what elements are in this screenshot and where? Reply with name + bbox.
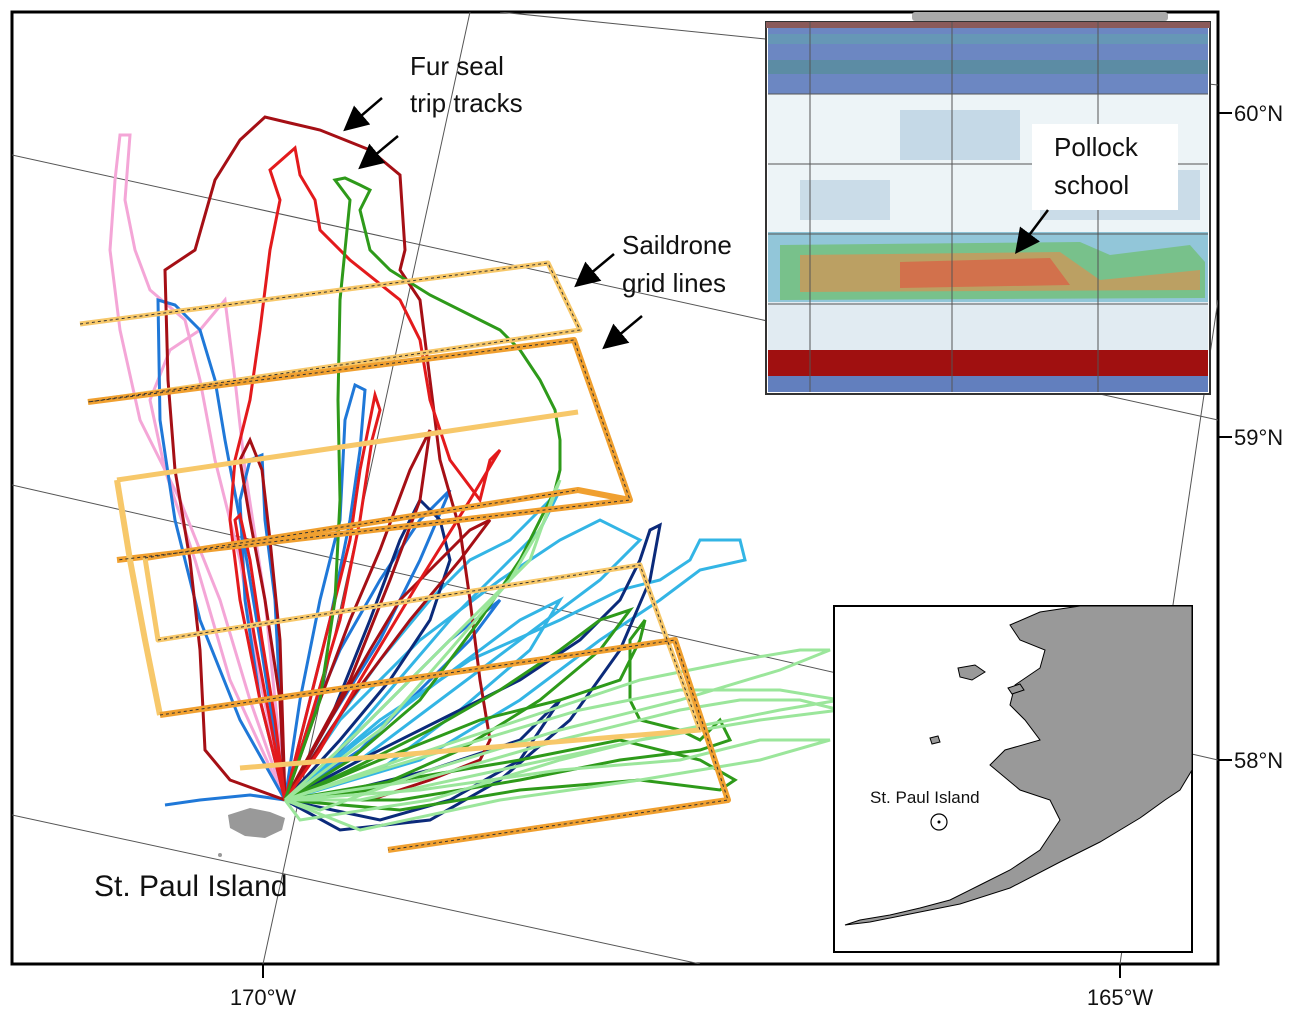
saildrone-label-line2: grid lines <box>622 268 726 298</box>
lat-label-60n: 60°N <box>1234 101 1283 126</box>
nunivak-island <box>957 664 986 681</box>
echogram-inset <box>765 12 1211 395</box>
lon-label-165w: 165°W <box>1087 985 1154 1009</box>
axis-ticks <box>262 112 1232 978</box>
st-paul-island-marker <box>930 813 948 831</box>
lon-label-170w: 170°W <box>230 985 297 1009</box>
alaska-inset <box>833 605 1193 953</box>
annotation-arrows <box>343 97 1049 350</box>
st-paul-island-land <box>228 808 285 838</box>
st-paul-island-label: St. Paul Island <box>94 870 287 903</box>
inset-st-paul-label: St. Paul Island <box>870 788 980 807</box>
saildrone-grid-lines <box>79 260 731 853</box>
saildrone-label-line1: Saildrone <box>622 230 732 260</box>
fur-seal-label-line2: trip tracks <box>410 88 523 118</box>
pollock-label-line1: Pollock <box>1054 132 1139 162</box>
lat-label-58n: 58°N <box>1234 748 1283 773</box>
fur-seal-tracks-dark-red <box>163 115 492 802</box>
pollock-label-line2: school <box>1054 170 1129 200</box>
alaska-land <box>844 605 1193 926</box>
fur-seal-label-line1: Fur seal <box>410 51 504 81</box>
fur-seal-tracks-light-green <box>283 479 841 832</box>
lat-label-59n: 59°N <box>1234 425 1283 450</box>
fur-seal-tracks-red <box>228 145 502 801</box>
